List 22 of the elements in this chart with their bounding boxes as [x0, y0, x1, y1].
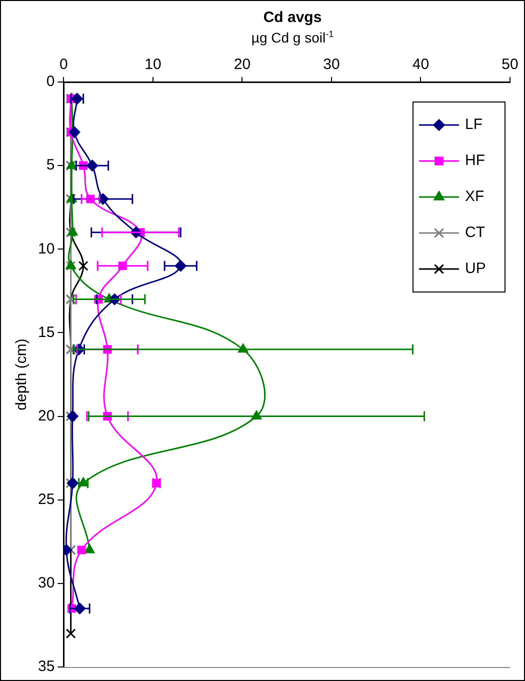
y-tick-label: 25: [38, 491, 55, 508]
y-tick-label: 35: [38, 658, 55, 676]
legend-label: HF: [465, 152, 485, 170]
x-tick-label: 30: [323, 56, 340, 74]
legend-label: CT: [465, 224, 485, 242]
y-tick-label: 10: [38, 240, 55, 258]
legend-label: UP: [465, 260, 486, 278]
x-tick-label: 10: [144, 56, 162, 74]
x-tick-label: 0: [60, 56, 68, 74]
chart-title: Cd avgs: [262, 9, 323, 26]
y-tick-label: 15: [38, 324, 55, 341]
x-tick-label: 40: [412, 56, 430, 74]
y-tick-label: 30: [38, 574, 55, 592]
y-tick-label: 0: [46, 73, 55, 90]
x-axis-title: µg Cd g soil$^{-1}$: [250, 29, 335, 46]
legend-label: XF: [465, 188, 484, 206]
y-tick-label: 5: [46, 156, 55, 174]
x-tick-label: 50: [502, 56, 518, 74]
x-tick-label: 20: [234, 56, 251, 74]
y-axis-title: depth (cm): [13, 338, 30, 410]
legend-label: LF: [465, 116, 483, 134]
y-tick-label: 20: [38, 407, 55, 424]
